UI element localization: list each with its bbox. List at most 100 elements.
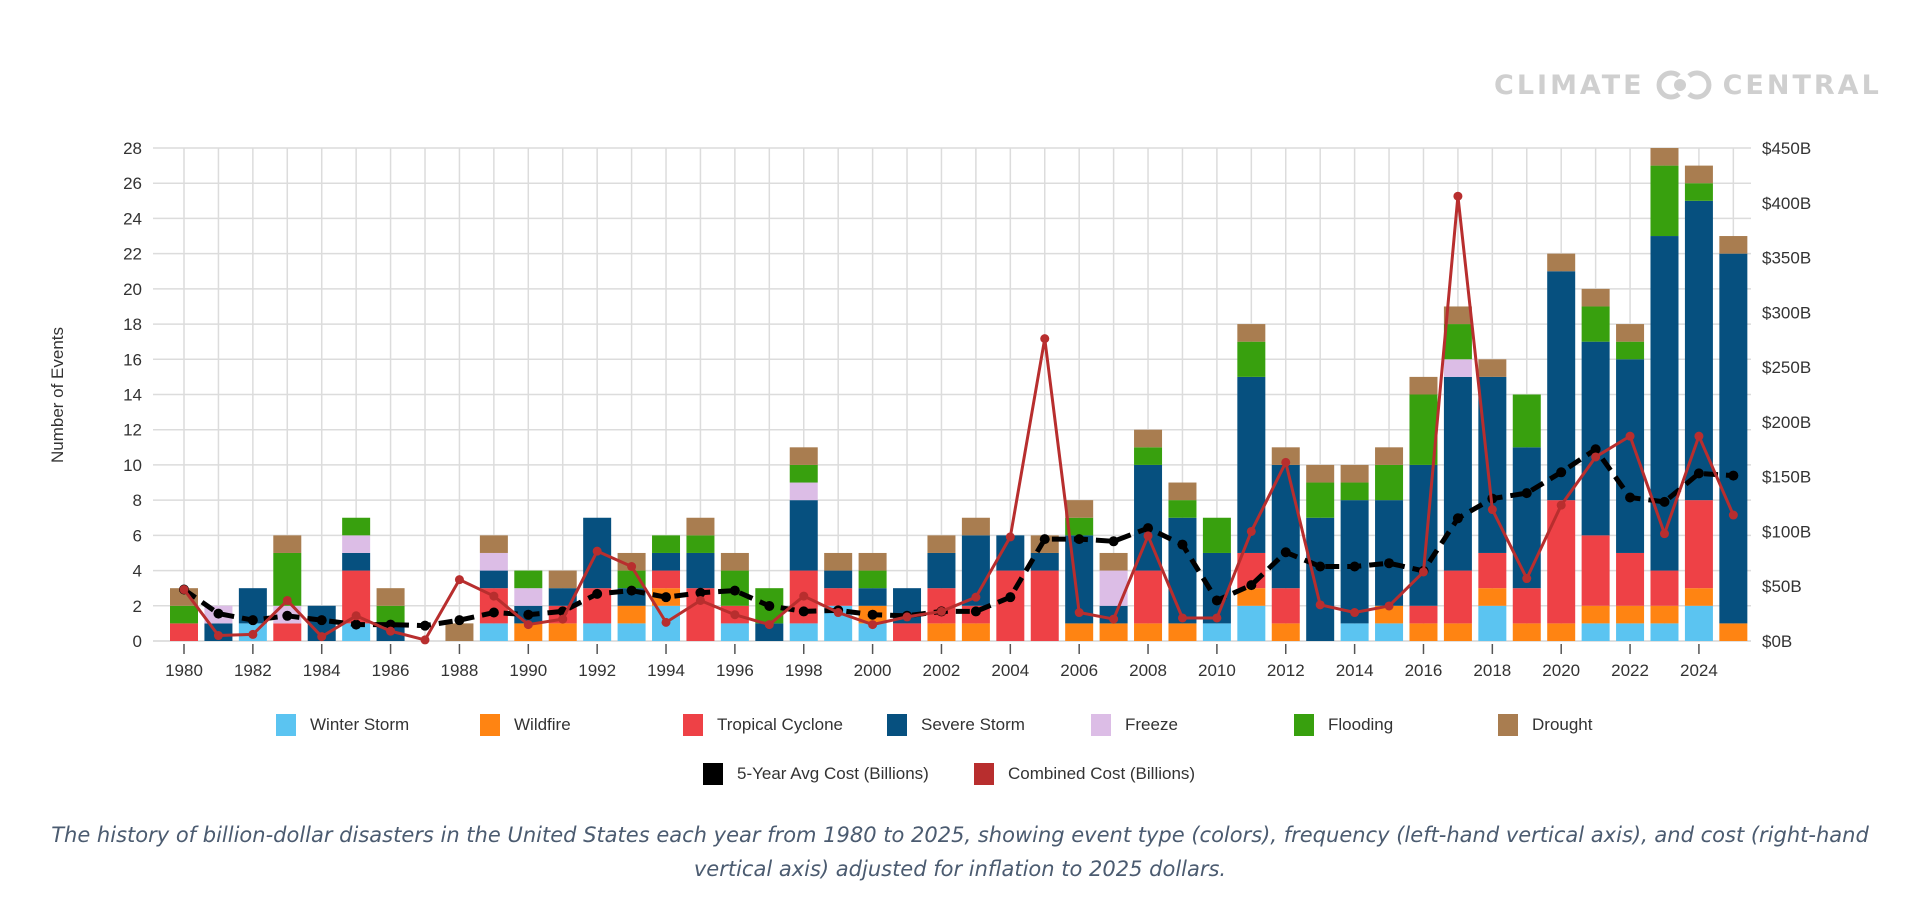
- legend-item-winter-storm[interactable]: Winter Storm: [276, 714, 409, 736]
- bar-flooding: [1340, 482, 1369, 501]
- bar-flooding: [1065, 517, 1094, 536]
- avg-cost-point: [798, 606, 809, 617]
- bar-drought: [1340, 464, 1369, 483]
- bar-drought: [1168, 482, 1197, 501]
- y2-tick-label: $200B: [1762, 413, 1811, 432]
- bar-flooding: [1375, 464, 1404, 501]
- bar-flooding: [1237, 341, 1266, 377]
- avg-cost-point: [1556, 467, 1567, 478]
- combined-cost-point: [523, 620, 533, 630]
- x-tick-label: 2002: [923, 661, 961, 680]
- bar-flooding: [514, 570, 543, 589]
- bar-flooding: [617, 570, 646, 589]
- legend-item-wildfire[interactable]: Wildfire: [480, 714, 571, 736]
- bar-flooding: [342, 517, 371, 536]
- x-tick-label: 2014: [1336, 661, 1374, 680]
- bar-wildfire: [1547, 623, 1576, 641]
- bar-stack-2012: [1271, 447, 1300, 641]
- bar-drought: [1443, 306, 1472, 325]
- bar-tropical-cyclone: [1478, 552, 1507, 589]
- y2-tick-label: $400B: [1762, 194, 1811, 213]
- legend-item-drought[interactable]: Drought: [1498, 714, 1592, 736]
- bar-severe-storm: [479, 570, 508, 589]
- legend-swatch: [480, 714, 500, 736]
- bar-stack-1995: [686, 517, 715, 641]
- legend-swatch: [887, 714, 907, 736]
- bar-stack-2022: [1616, 324, 1645, 641]
- combined-cost-point: [454, 575, 464, 585]
- legend-item-flooding[interactable]: Flooding: [1294, 714, 1393, 736]
- bar-flooding: [652, 535, 681, 553]
- bar-severe-storm: [1478, 376, 1507, 553]
- bar-stack-2011: [1237, 324, 1266, 641]
- legend-item-avg-cost[interactable]: 5-Year Avg Cost (Billions): [703, 763, 929, 785]
- legend-swatch: [1294, 714, 1314, 736]
- bar-drought: [1478, 359, 1507, 377]
- y-tick-label: 12: [123, 421, 142, 440]
- y-tick-label: 26: [123, 174, 142, 193]
- x-tick-label: 2000: [854, 661, 892, 680]
- bar-tropical-cyclone: [170, 623, 198, 641]
- bar-flooding: [858, 570, 887, 589]
- bar-severe-storm: [755, 623, 784, 641]
- legend-swatch: [1498, 714, 1518, 736]
- bar-wildfire: [1409, 623, 1438, 641]
- combined-cost-point: [799, 591, 809, 601]
- x-tick-label: 2012: [1267, 661, 1305, 680]
- bar-severe-storm: [858, 588, 887, 606]
- bar-severe-storm: [1616, 359, 1645, 553]
- bar-severe-storm: [1581, 341, 1610, 536]
- bar-freeze: [479, 552, 508, 571]
- bar-flooding: [1409, 394, 1438, 465]
- bar-severe-storm: [1134, 464, 1163, 571]
- bar-wildfire: [1134, 623, 1163, 641]
- avg-cost-point: [316, 615, 327, 626]
- combined-cost-point: [248, 629, 258, 639]
- legend-label: Winter Storm: [310, 715, 410, 734]
- combined-cost-point: [1350, 608, 1360, 618]
- bar-stack-2015: [1375, 447, 1404, 641]
- legend-item-freeze[interactable]: Freeze: [1091, 714, 1178, 736]
- x-tick-label: 1996: [716, 661, 754, 680]
- legend-item-tropical-cyclone[interactable]: Tropical Cyclone: [683, 714, 843, 736]
- combined-cost-point: [1212, 613, 1222, 623]
- bar-winter-storm: [858, 623, 887, 641]
- bar-freeze: [1099, 570, 1128, 606]
- combined-cost-point: [213, 631, 223, 641]
- combined-cost-point: [1418, 567, 1428, 577]
- y-tick-label: 10: [123, 456, 142, 475]
- bar-wildfire: [1443, 623, 1472, 641]
- avg-cost-point: [1280, 547, 1291, 558]
- x-tick-label: 2016: [1405, 661, 1443, 680]
- x-tick-label: 2020: [1542, 661, 1580, 680]
- avg-cost-point: [351, 619, 362, 630]
- combined-cost-point: [386, 626, 396, 636]
- bar-drought: [1409, 376, 1438, 395]
- bar-drought: [858, 552, 887, 571]
- avg-cost-point: [867, 609, 878, 620]
- legend-label: Tropical Cyclone: [717, 715, 843, 734]
- bar-tropical-cyclone: [824, 588, 853, 606]
- bar-winter-storm: [789, 623, 818, 641]
- bar-stack-1989: [479, 535, 508, 641]
- bar-tropical-cyclone: [927, 588, 956, 624]
- x-tick-label: 2022: [1611, 661, 1649, 680]
- avg-cost-point: [764, 600, 775, 611]
- bar-severe-storm: [548, 588, 577, 606]
- bar-winter-storm: [479, 623, 508, 641]
- bar-flooding: [1684, 183, 1713, 201]
- legend-item-severe-storm[interactable]: Severe Storm: [887, 714, 1025, 736]
- legend-label: Severe Storm: [921, 715, 1025, 734]
- bar-wildfire: [1375, 605, 1404, 624]
- legend-item-combined-cost[interactable]: Combined Cost (Billions): [974, 763, 1195, 785]
- bar-wildfire: [1478, 588, 1507, 606]
- y2-tick-label: $150B: [1762, 468, 1811, 487]
- bar-tropical-cyclone: [1512, 588, 1541, 624]
- bar-severe-storm: [1030, 552, 1059, 571]
- bar-stack-1992: [583, 517, 612, 641]
- bar-flooding: [1512, 394, 1541, 448]
- avg-cost-point: [626, 585, 637, 596]
- bar-stack-2019: [1512, 394, 1541, 641]
- combined-cost-point: [936, 606, 946, 616]
- x-tick-label: 1992: [578, 661, 616, 680]
